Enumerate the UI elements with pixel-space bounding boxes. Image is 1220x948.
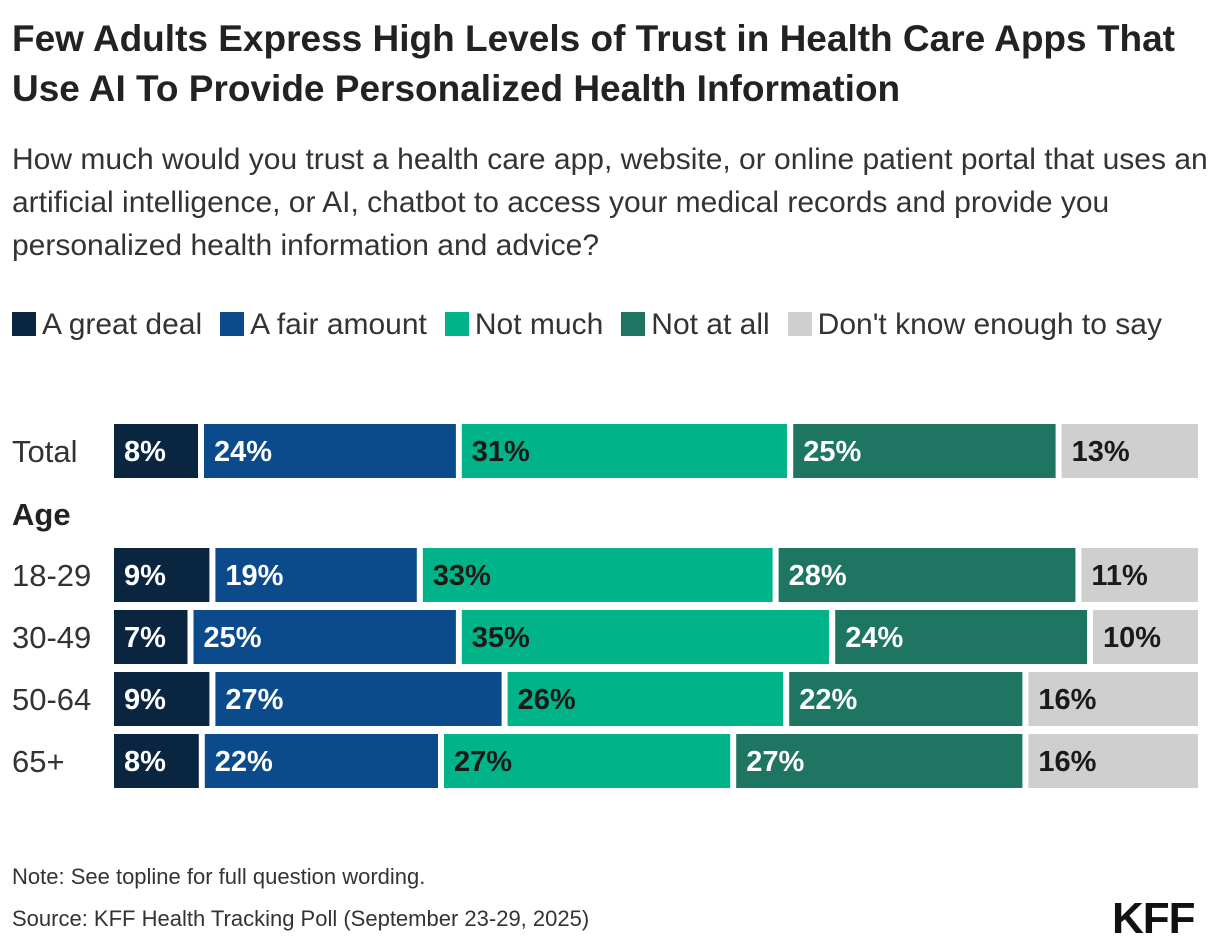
bar-segment <box>793 424 1056 478</box>
bar-segment <box>114 734 199 788</box>
row-label: 30-49 <box>12 620 91 655</box>
bar-segment <box>114 610 188 664</box>
bar-segment <box>114 548 210 602</box>
bar-value-label: 19% <box>225 560 283 592</box>
bar-value-label: 33% <box>433 560 491 592</box>
bar-segment <box>204 734 438 788</box>
bar-segment <box>789 672 1023 726</box>
bar-value-label: 22% <box>215 746 273 778</box>
bar-value-label: 27% <box>454 746 512 778</box>
bar-value-label: 31% <box>472 436 530 468</box>
bar-value-label: 11% <box>1091 560 1148 592</box>
chart-source: Source: KFF Health Tracking Poll (Septem… <box>12 906 590 931</box>
legend-item: Not at all <box>621 296 770 354</box>
bar-value-label: 13% <box>1072 436 1130 468</box>
legend-item: A fair amount <box>220 296 427 354</box>
chart-note: Note: See topline for full question word… <box>12 864 426 889</box>
bar-value-label: 8% <box>124 746 166 778</box>
bar-value-label: 27% <box>225 684 283 716</box>
legend-swatch <box>12 312 36 336</box>
bar-segment <box>1028 734 1198 788</box>
row-label: 50-64 <box>12 682 91 717</box>
legend-label: Don't know enough to say <box>817 308 1162 341</box>
bar-value-label: 16% <box>1038 684 1096 716</box>
legend-swatch <box>220 312 245 336</box>
bar-segment <box>422 548 773 602</box>
bar-segment <box>204 424 456 478</box>
legend: A great deal A fair amount Not much Not at … <box>12 296 1202 354</box>
bar-segment <box>444 734 731 788</box>
bar-value-label: 7% <box>124 622 166 654</box>
chart-title: Few Adults Express High Levels of Trust … <box>12 18 1175 109</box>
legend-label: A great deal <box>42 308 203 341</box>
bar-segment <box>114 424 198 478</box>
legend-item: Not much <box>444 296 604 354</box>
bar-value-label: 26% <box>518 684 576 716</box>
bar-value-label: 27% <box>746 746 804 778</box>
bar-segment <box>1093 610 1198 664</box>
row-label: 65+ <box>12 744 65 779</box>
bar-segment <box>461 424 788 478</box>
bar-value-label: 10% <box>1103 622 1161 654</box>
bar-value-label: 8% <box>124 436 166 468</box>
legend-label: Not at all <box>651 308 770 341</box>
bar-segment <box>193 610 456 664</box>
bar-segment <box>1028 672 1198 726</box>
bar-segment <box>461 610 830 664</box>
bar-value-label: 35% <box>472 622 530 654</box>
bar-segment <box>835 610 1088 664</box>
bar-segment <box>778 548 1076 602</box>
bar-segment <box>736 734 1023 788</box>
legend-swatch <box>787 312 812 336</box>
bar-value-label: 24% <box>845 622 903 654</box>
row-label: 18-29 <box>12 558 91 593</box>
bar-value-label: 24% <box>214 436 272 468</box>
bar-segment <box>507 672 784 726</box>
legend-item: Don't know enough to say <box>787 296 1162 354</box>
bar-segment <box>215 548 417 602</box>
legend-label: Not much <box>474 308 604 341</box>
bar-value-label: 9% <box>124 560 166 592</box>
bar-value-label: 28% <box>789 560 847 592</box>
group-label: Age <box>12 497 71 532</box>
bar-value-label: 22% <box>799 684 857 716</box>
legend-item: A great deal <box>12 296 202 354</box>
kff-logo: KFF <box>1112 894 1196 943</box>
bar-segment <box>215 672 502 726</box>
bar-segment <box>1081 548 1198 602</box>
bar-value-label: 25% <box>803 436 861 468</box>
bar-value-label: 25% <box>204 622 262 654</box>
legend-label: A fair amount <box>250 308 427 341</box>
legend-swatch <box>621 312 646 336</box>
chart-subtitle: How much would you trust a health care a… <box>12 143 1208 262</box>
row-label: Total <box>12 434 77 469</box>
bar-segment <box>114 672 210 726</box>
bar-value-label: 16% <box>1038 746 1096 778</box>
bar-value-label: 9% <box>124 684 166 716</box>
bar-segment <box>1061 424 1198 478</box>
legend-swatch <box>444 312 469 336</box>
